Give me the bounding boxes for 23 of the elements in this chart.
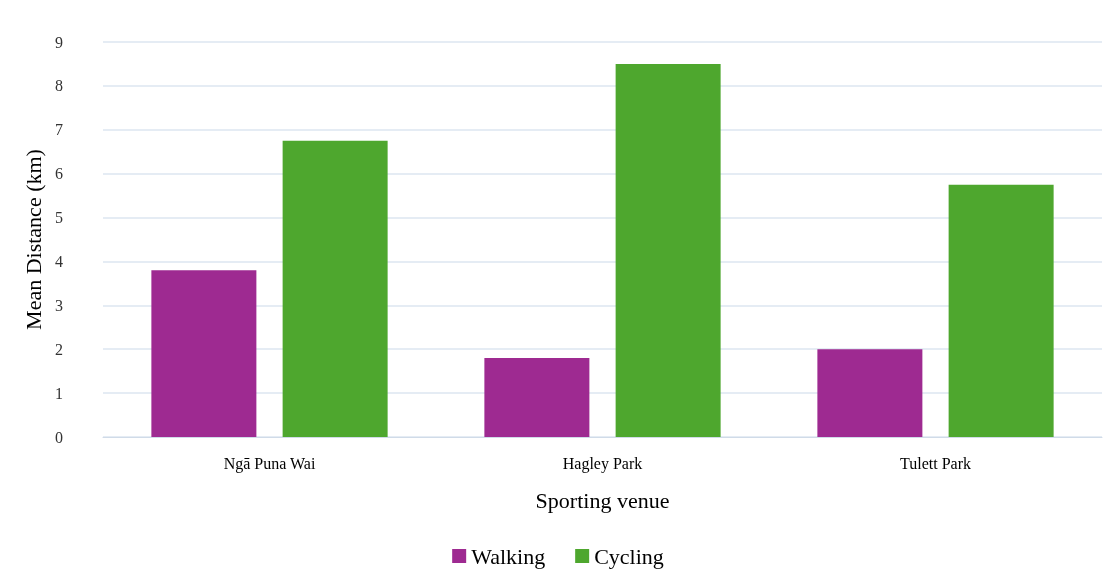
- bar: [151, 270, 257, 437]
- y-tick-label: 8: [55, 77, 63, 95]
- y-tick-label: 0: [55, 428, 63, 446]
- x-tick-label: Tulett Park: [900, 454, 971, 472]
- bar: [282, 140, 388, 437]
- x-tick-label: Hagley Park: [562, 454, 643, 473]
- y-tick-label: 7: [55, 121, 63, 139]
- y-tick-label: 4: [55, 252, 63, 270]
- y-tick-label: 3: [55, 296, 63, 314]
- y-tick-label: 2: [55, 340, 63, 358]
- legend-label: Cycling: [594, 543, 664, 569]
- x-tick-label: Ngā Puna Wai: [223, 454, 316, 473]
- bar: [817, 349, 923, 437]
- bar: [948, 184, 1054, 437]
- bar: [615, 63, 721, 437]
- legend-label: Walking: [471, 543, 546, 569]
- x-axis-title: Sporting venue: [535, 487, 670, 513]
- y-tick-label: 9: [55, 33, 63, 51]
- bar: [484, 358, 590, 437]
- y-axis-title: Mean Distance (km): [20, 149, 46, 330]
- y-tick-label: 5: [55, 209, 63, 227]
- y-tick-label: 1: [55, 384, 63, 402]
- y-tick-label: 6: [55, 165, 63, 183]
